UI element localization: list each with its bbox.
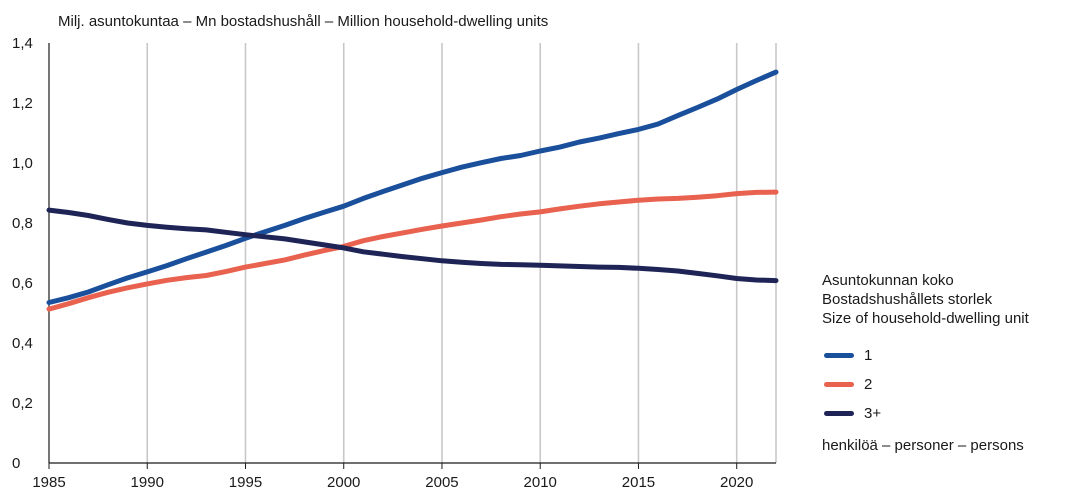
legend-items: 1 2 3+ — [822, 341, 1067, 428]
x-tick-label: 1990 — [131, 474, 164, 491]
x-axis: 1985 1990 1995 2000 2005 2010 2015 2020 — [32, 463, 753, 491]
legend-title-line: Asuntokunnan koko — [822, 272, 954, 289]
y-axis: 0 0,2 0,4 0,6 0,8 1,0 1,2 1,4 — [12, 35, 33, 472]
x-tick-label: 2010 — [524, 474, 557, 491]
y-tick-label: 0,6 — [12, 275, 33, 292]
x-tick-label: 2020 — [720, 474, 753, 491]
x-tick-label: 2005 — [425, 474, 458, 491]
y-tick-label: 0,8 — [12, 215, 33, 232]
y-tick-label: 0,4 — [12, 335, 33, 352]
legend-swatch-3plus — [824, 411, 854, 416]
legend-label-2: 2 — [864, 376, 873, 393]
x-tick-label: 2000 — [327, 474, 360, 491]
legend-label-1: 1 — [864, 347, 873, 364]
y-tick-label: 1,2 — [12, 95, 33, 112]
chart-unit-label: Milj. asuntokuntaa – Mn bostadshushåll –… — [58, 13, 548, 30]
legend-title-line: Size of household-dwelling unit — [822, 310, 1029, 327]
legend: Asuntokunnan koko Bostadshushållets stor… — [822, 271, 1067, 455]
series-lines — [46, 69, 779, 312]
series-line-2 — [46, 189, 779, 312]
y-tick-label: 0 — [12, 455, 20, 472]
legend-item-1: 1 — [822, 341, 1067, 370]
legend-swatch-2 — [824, 382, 854, 387]
legend-note: henkilöä – personer – persons — [822, 437, 1024, 454]
legend-title-line: Bostadshushållets storlek — [822, 291, 993, 308]
legend-item-2: 2 — [822, 370, 1067, 399]
y-tick-label: 0,2 — [12, 395, 33, 412]
y-tick-label: 1,0 — [12, 155, 33, 172]
series-line-3plus — [46, 207, 779, 284]
legend-item-3plus: 3+ — [822, 399, 1067, 428]
legend-swatch-1 — [824, 353, 854, 358]
x-tick-label: 2015 — [622, 474, 655, 491]
x-tick-label: 1995 — [229, 474, 262, 491]
series-line-1 — [46, 69, 779, 305]
y-tick-label: 1,4 — [12, 35, 33, 52]
grid-lines — [48, 43, 777, 464]
legend-title: Asuntokunnan koko Bostadshushållets stor… — [822, 271, 1067, 328]
legend-label-3plus: 3+ — [864, 405, 882, 422]
x-tick-label: 1985 — [32, 474, 65, 491]
